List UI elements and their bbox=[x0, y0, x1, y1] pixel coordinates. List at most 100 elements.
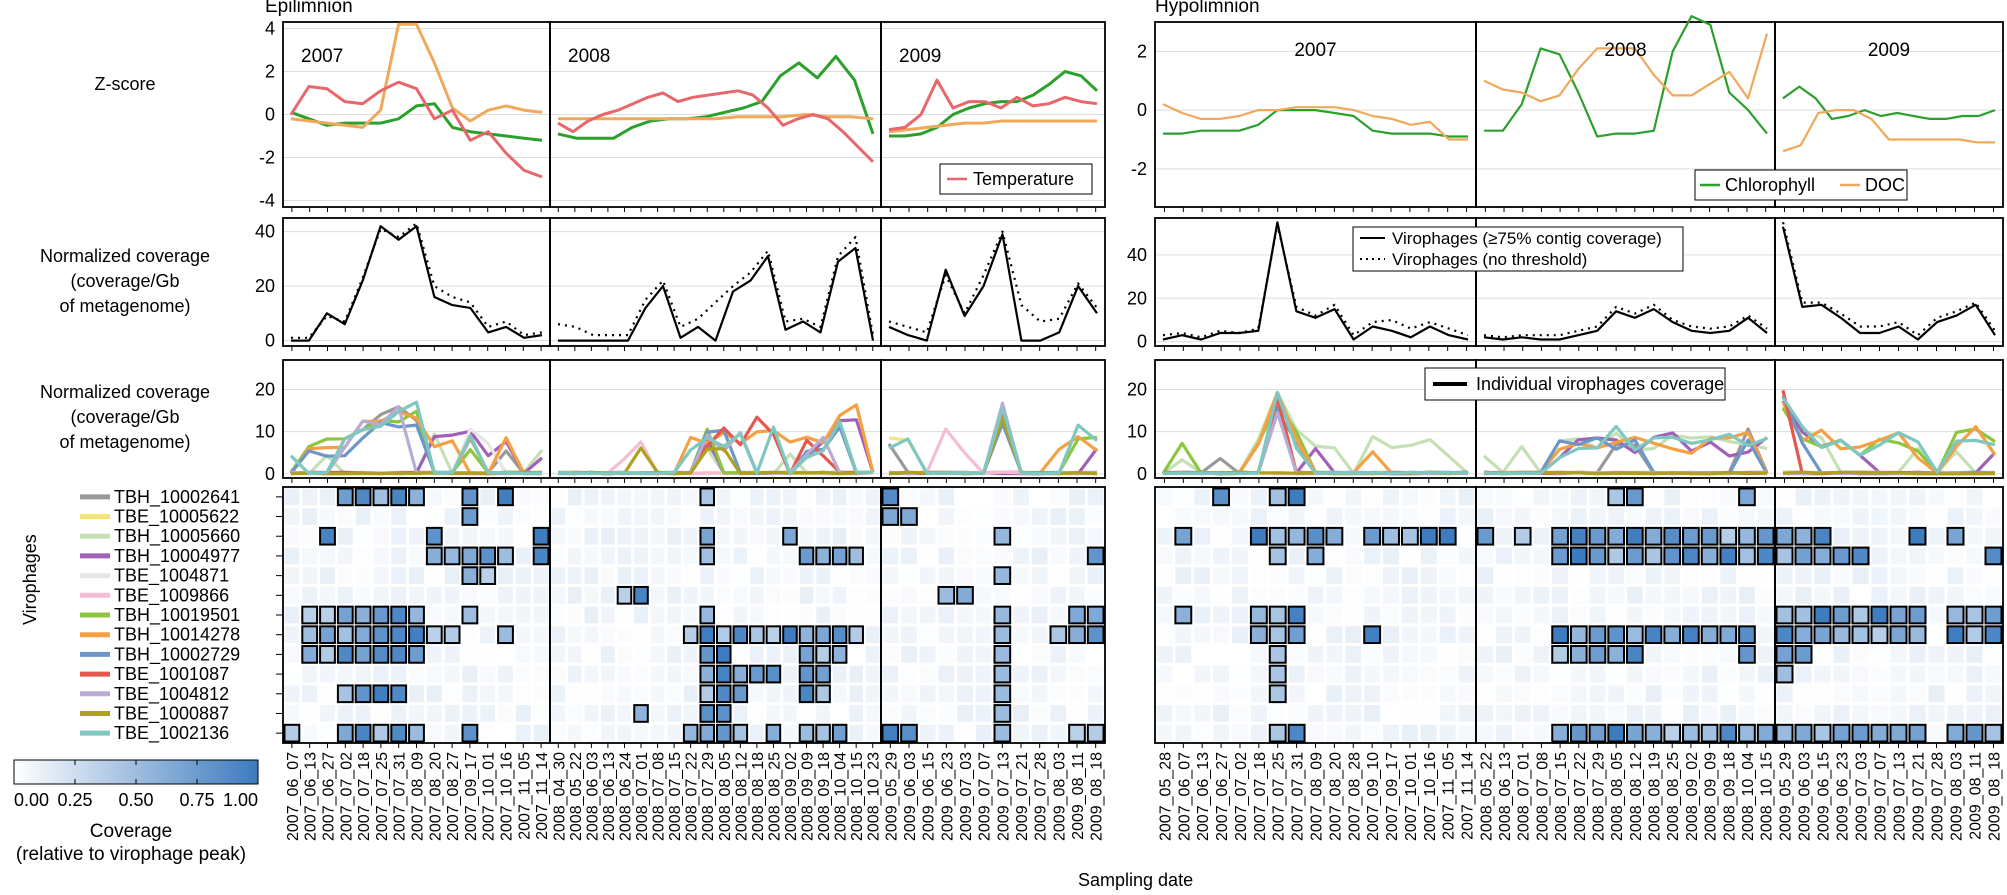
heatmap-cell bbox=[533, 586, 549, 604]
heatmap-cell bbox=[975, 527, 992, 545]
heatmap-cell bbox=[798, 645, 815, 664]
heatmap-cell bbox=[1087, 488, 1104, 506]
heatmap-cell bbox=[634, 626, 648, 644]
heatmap-cell bbox=[1458, 685, 1475, 703]
heatmap-cell bbox=[717, 488, 731, 506]
heatmap-cell bbox=[601, 488, 615, 506]
heatmap-cell bbox=[354, 645, 372, 664]
heatmap-cell bbox=[1232, 527, 1248, 545]
heatmap-cell bbox=[683, 685, 698, 703]
heatmap-frame-hyp-2009 bbox=[1774, 486, 2004, 744]
heatmap-cell bbox=[667, 567, 681, 584]
heatmap-cell bbox=[533, 646, 549, 663]
heatmap-cell bbox=[650, 626, 665, 644]
heatmap-cell bbox=[1401, 724, 1418, 742]
heatmap-cell bbox=[919, 685, 936, 703]
heatmap-cell bbox=[498, 508, 513, 525]
heatmap-cell bbox=[1496, 685, 1512, 703]
heatmap-cell bbox=[284, 646, 300, 663]
heatmap-cell bbox=[1985, 586, 2002, 604]
heatmap-cell bbox=[1608, 586, 1624, 604]
heatmap-cell bbox=[1013, 665, 1029, 683]
heatmap-cell bbox=[1050, 567, 1067, 584]
heatmap-cell bbox=[699, 605, 716, 625]
heatmap-cell bbox=[1700, 526, 1719, 546]
heatmap-cell bbox=[683, 586, 698, 604]
heatmap-cell bbox=[1194, 606, 1211, 624]
zscore-year-label-epi-2008: 2008 bbox=[568, 46, 610, 67]
heatmap-cell bbox=[515, 527, 531, 545]
heatmap-cell bbox=[1401, 586, 1418, 604]
heatmap-cell bbox=[993, 605, 1012, 625]
heatmap-cell bbox=[798, 546, 815, 566]
heatmap-cell bbox=[717, 508, 731, 525]
heatmap-cell bbox=[1589, 488, 1606, 506]
heatmap-cell bbox=[1851, 723, 1870, 743]
heatmap-cell bbox=[1326, 705, 1343, 722]
heatmap-cell bbox=[355, 705, 371, 722]
zscore-epi-temperature-2007 bbox=[289, 80, 543, 179]
heatmap-xtick-label: 2009_07_21 bbox=[1911, 752, 1928, 841]
heatmap-cell bbox=[881, 487, 900, 507]
heatmap-cell bbox=[1326, 488, 1343, 506]
heatmap-cell bbox=[919, 606, 936, 624]
heatmap-cell bbox=[919, 705, 936, 722]
heatmap-cell bbox=[498, 646, 513, 663]
heatmap-cell bbox=[938, 488, 955, 506]
heatmap-cell bbox=[617, 705, 632, 722]
heatmap-cell bbox=[444, 508, 460, 525]
heatmap-cell bbox=[320, 586, 335, 604]
heatmap-cell bbox=[515, 586, 531, 604]
heatmap-cell bbox=[1307, 488, 1324, 506]
heatmap-cell bbox=[409, 705, 424, 722]
coverage-hypo-threshold-2008 bbox=[1483, 308, 1768, 341]
heatmap-cell bbox=[1269, 567, 1286, 584]
heatmap-cell bbox=[1345, 547, 1362, 565]
heatmap-cell bbox=[634, 724, 648, 742]
heatmap-cell bbox=[633, 704, 649, 723]
heatmap-cell bbox=[515, 646, 531, 663]
heatmap-cell bbox=[1156, 646, 1173, 663]
heatmap-cell bbox=[1890, 527, 1907, 545]
heatmap-cell bbox=[634, 547, 648, 565]
heatmap-cell bbox=[1570, 685, 1587, 703]
heatmap-cell bbox=[1965, 625, 1984, 645]
heatmap-cell bbox=[901, 547, 917, 565]
heatmap-cell bbox=[373, 508, 389, 525]
indcov-legend-box bbox=[1424, 367, 1726, 401]
heatmap-cell bbox=[832, 488, 847, 506]
heatmap-cell bbox=[480, 527, 496, 545]
zscore-hypo-ytick-label: -2 bbox=[1131, 159, 1147, 179]
heatmap-cell bbox=[733, 547, 748, 565]
heatmap-cell bbox=[1069, 488, 1085, 506]
heatmap-cell bbox=[832, 606, 847, 624]
indcov-epi-TBH_10014278-2007 bbox=[289, 410, 543, 476]
heatmap-cell bbox=[568, 705, 582, 722]
heatmap-cell bbox=[650, 508, 665, 525]
indcov-hypo-TBE_1002136-2008 bbox=[1483, 424, 1768, 476]
heatmap-cell bbox=[302, 685, 318, 703]
heatmap-cell bbox=[1069, 586, 1085, 604]
heatmap-cell bbox=[1757, 705, 1774, 722]
virophage-label-TBE_1001087: TBE_1001087 bbox=[114, 664, 229, 685]
heatmap-cell bbox=[336, 684, 354, 704]
heatmap-xtick-label: 2008_09_02 bbox=[783, 752, 800, 841]
heatmap-cell bbox=[533, 705, 549, 722]
heatmap-cell bbox=[1031, 724, 1048, 742]
coverage-epi-frame-2008 bbox=[549, 217, 882, 347]
heatmap-cell bbox=[391, 665, 407, 683]
zscore-epi-ytick-label: 4 bbox=[265, 18, 275, 38]
heatmap-cell bbox=[1087, 586, 1104, 604]
heatmap-cell bbox=[1738, 645, 1756, 664]
heatmap-cell bbox=[461, 605, 479, 625]
heatmap-cell bbox=[975, 508, 992, 525]
heatmap-cell bbox=[1947, 508, 1964, 525]
heatmap-cell bbox=[1438, 526, 1457, 546]
heatmap-cell bbox=[1775, 664, 1794, 684]
zscore-year-label-hyp-2007: 2007 bbox=[1294, 40, 1336, 61]
heatmap-cell bbox=[1626, 723, 1644, 743]
heatmap-cell bbox=[337, 547, 353, 565]
heatmap-cell bbox=[1664, 705, 1681, 722]
heatmap-xtick-label: 2008_09_09 bbox=[800, 752, 817, 841]
heatmap-cell bbox=[750, 724, 764, 742]
